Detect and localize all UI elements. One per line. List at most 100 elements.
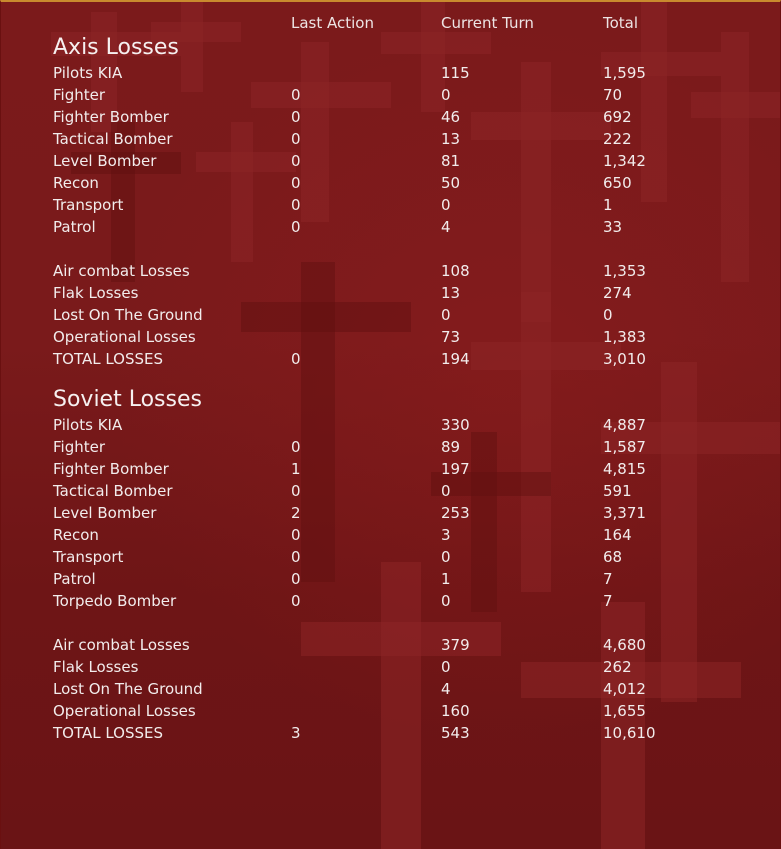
axis-row-label: Air combat Losses — [53, 262, 190, 280]
soviet-row-label: Operational Losses — [53, 702, 196, 720]
soviet-current-value: 0 — [441, 658, 451, 676]
axis-total-value: 692 — [603, 108, 632, 126]
axis-row-label: Fighter Bomber — [53, 108, 169, 126]
soviet-total-value: 10,610 — [603, 724, 656, 742]
soviet-row-label: TOTAL LOSSES — [53, 724, 164, 742]
axis-total-value: 1,383 — [603, 328, 646, 346]
axis-row-label: Pilots KIA — [53, 64, 123, 82]
axis-last-value: 0 — [291, 218, 301, 236]
soviet-current-value: 0 — [441, 548, 451, 566]
soviet-row-label: Torpedo Bomber — [53, 592, 177, 610]
soviet-current-value: 3 — [441, 526, 451, 544]
soviet-current-value: 0 — [441, 592, 451, 610]
axis-current-value: 115 — [441, 64, 470, 82]
soviet-row-label: Recon — [53, 526, 99, 544]
soviet-current-value: 253 — [441, 504, 470, 522]
axis-total-value: 0 — [603, 306, 613, 324]
axis-last-value: 0 — [291, 196, 301, 214]
soviet-row-label: Fighter — [53, 438, 106, 456]
axis-total-value: 274 — [603, 284, 632, 302]
axis-current-value: 81 — [441, 152, 461, 170]
soviet-total-value: 4,887 — [603, 416, 646, 434]
axis-last-value: 0 — [291, 174, 301, 192]
cross-decoration — [471, 342, 621, 370]
header-current-turn: Current Turn — [441, 14, 534, 32]
cross-decoration — [601, 422, 780, 454]
soviet-current-value: 543 — [441, 724, 470, 742]
soviet-last-value: 3 — [291, 724, 301, 742]
cross-decoration — [661, 362, 697, 702]
axis-current-value: 46 — [441, 108, 461, 126]
soviet-row-label: Level Bomber — [53, 504, 157, 522]
axis-total-value: 33 — [603, 218, 623, 236]
soviet-total-value: 7 — [603, 570, 613, 588]
soviet-last-value: 0 — [291, 482, 301, 500]
axis-row-label: Level Bomber — [53, 152, 157, 170]
soviet-row-label: Lost On The Ground — [53, 680, 203, 698]
axis-current-value: 13 — [441, 284, 461, 302]
axis-current-value: 13 — [441, 130, 461, 148]
cross-decoration — [601, 52, 721, 76]
soviet-current-value: 197 — [441, 460, 470, 478]
axis-row-label: Recon — [53, 174, 99, 192]
soviet-total-value: 262 — [603, 658, 632, 676]
axis-current-value: 0 — [441, 196, 451, 214]
cross-decoration — [381, 562, 421, 849]
cross-decoration — [301, 42, 329, 222]
axis-total-value: 1,595 — [603, 64, 646, 82]
axis-row-label: Tactical Bomber — [53, 130, 173, 148]
axis-current-value: 194 — [441, 350, 470, 368]
axis-current-value: 73 — [441, 328, 461, 346]
cross-decoration — [151, 22, 241, 42]
soviet-row-label: Transport — [53, 548, 124, 566]
soviet-row-label: Patrol — [53, 570, 96, 588]
axis-row-label: Patrol — [53, 218, 96, 236]
soviet-last-value: 0 — [291, 570, 301, 588]
soviet-total-value: 1,655 — [603, 702, 646, 720]
cross-decoration — [471, 112, 611, 140]
cross-decoration — [601, 602, 645, 849]
soviet-total-value: 4,815 — [603, 460, 646, 478]
cross-decoration — [431, 472, 551, 496]
soviet-row-label: Tactical Bomber — [53, 482, 173, 500]
cross-decoration — [721, 32, 749, 282]
header-total: Total — [603, 14, 639, 32]
cross-decoration — [301, 622, 501, 656]
cross-decoration — [71, 152, 181, 174]
axis-total-value: 3,010 — [603, 350, 646, 368]
soviet-current-value: 4 — [441, 680, 451, 698]
cross-decoration — [641, 2, 667, 202]
soviet-last-value: 0 — [291, 526, 301, 544]
soviet-row-label: Fighter Bomber — [53, 460, 169, 478]
axis-row-label: Flak Losses — [53, 284, 139, 302]
axis-last-value: 0 — [291, 86, 301, 104]
soviet-losses-title: Soviet Losses — [53, 387, 202, 412]
axis-row-label: Fighter — [53, 86, 106, 104]
soviet-current-value: 89 — [441, 438, 461, 456]
axis-total-value: 70 — [603, 86, 623, 104]
axis-current-value: 0 — [441, 86, 451, 104]
soviet-last-value: 0 — [291, 548, 301, 566]
soviet-current-value: 330 — [441, 416, 470, 434]
cross-decoration — [241, 302, 411, 332]
cross-decoration — [421, 2, 445, 112]
soviet-current-value: 379 — [441, 636, 470, 654]
axis-current-value: 50 — [441, 174, 461, 192]
axis-last-value: 0 — [291, 152, 301, 170]
header-last-action: Last Action — [291, 14, 374, 32]
soviet-row-label: Pilots KIA — [53, 416, 123, 434]
soviet-total-value: 591 — [603, 482, 632, 500]
cross-decoration — [691, 92, 780, 118]
soviet-total-value: 164 — [603, 526, 632, 544]
cross-decoration — [381, 32, 491, 54]
cross-decoration — [521, 62, 551, 322]
axis-row-label: Lost On The Ground — [53, 306, 203, 324]
soviet-last-value: 0 — [291, 438, 301, 456]
axis-current-value: 4 — [441, 218, 451, 236]
soviet-current-value: 1 — [441, 570, 451, 588]
axis-total-value: 222 — [603, 130, 632, 148]
cross-decoration — [301, 262, 335, 582]
axis-total-value: 1,342 — [603, 152, 646, 170]
soviet-current-value: 0 — [441, 482, 451, 500]
